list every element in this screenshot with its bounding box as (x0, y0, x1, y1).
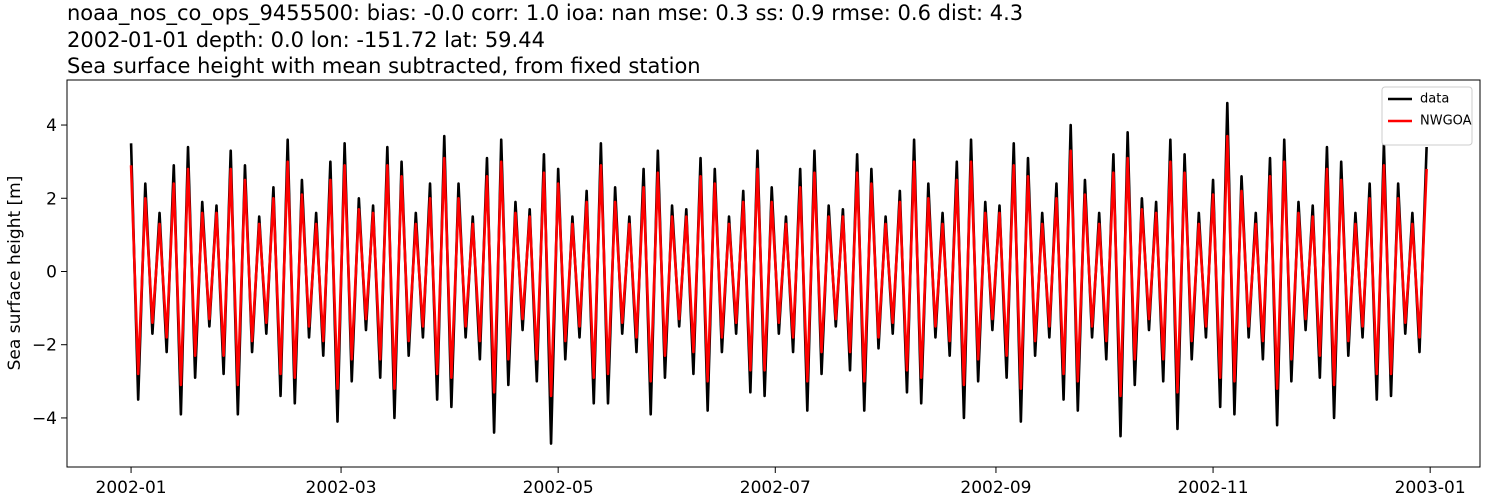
x-tick-label: 2002-07 (740, 478, 811, 498)
x-tick-label: 2003-01 (1395, 478, 1466, 498)
y-tick-label: 0 (46, 262, 57, 282)
y-tick-label: 4 (46, 116, 57, 136)
legend-label: NWGOA (1420, 114, 1472, 129)
x-tick-label: 2002-09 (960, 478, 1031, 498)
series-line (129, 134, 1428, 398)
y-tick-label: −4 (32, 409, 57, 429)
x-tick-label: 2002-03 (306, 478, 377, 498)
y-axis-label: Sea surface height [m] (5, 176, 25, 371)
legend-label: data (1420, 92, 1449, 107)
x-tick-label: 2002-11 (1178, 478, 1249, 498)
x-tick-label: 2002-05 (523, 478, 594, 498)
title-line: Sea surface height with mean subtracted,… (67, 54, 701, 78)
title-line: 2002-01-01 depth: 0.0 lon: -151.72 lat: … (67, 28, 545, 52)
legend-box (1381, 86, 1473, 146)
title-line: noaa_nos_co_ops_9455500: bias: -0.0 corr… (67, 1, 1023, 26)
plot-frame (66, 79, 1481, 468)
x-tick-label: 2002-01 (96, 478, 167, 498)
y-tick-label: −2 (32, 336, 57, 356)
y-tick-label: 2 (46, 189, 57, 209)
